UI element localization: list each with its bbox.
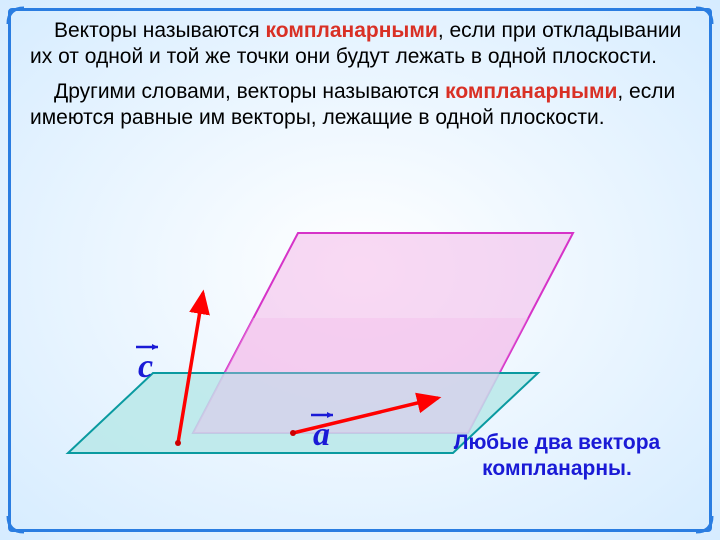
- origin-dot-a: [290, 430, 296, 436]
- paragraph-1: Векторы называются компланарными, если п…: [30, 18, 690, 71]
- caption-line1: Любые два вектора: [454, 431, 660, 454]
- vector-label-a-text: a: [313, 416, 330, 453]
- origin-dot-c: [175, 440, 181, 446]
- content-area: Векторы называются компланарными, если п…: [18, 18, 702, 522]
- paragraph-2: Другими словами, векторы называются комп…: [30, 79, 690, 132]
- para1-highlight: компланарными: [266, 19, 438, 42]
- vector-label-c-text: c: [138, 348, 153, 385]
- vector-label-a: a: [313, 416, 330, 454]
- caption: Любые два вектора компланарны.: [432, 430, 682, 483]
- overarrow-c-icon: [136, 342, 162, 352]
- slide-page: Векторы называются компланарными, если п…: [0, 0, 720, 540]
- caption-line2: компланарны.: [482, 457, 632, 480]
- overarrow-a-icon: [311, 410, 337, 420]
- vector-label-c: c: [138, 348, 153, 386]
- para2-pre: Другими словами, векторы называются: [54, 80, 445, 103]
- para1-pre: Векторы называются: [54, 19, 266, 42]
- para2-highlight: компланарными: [445, 80, 617, 103]
